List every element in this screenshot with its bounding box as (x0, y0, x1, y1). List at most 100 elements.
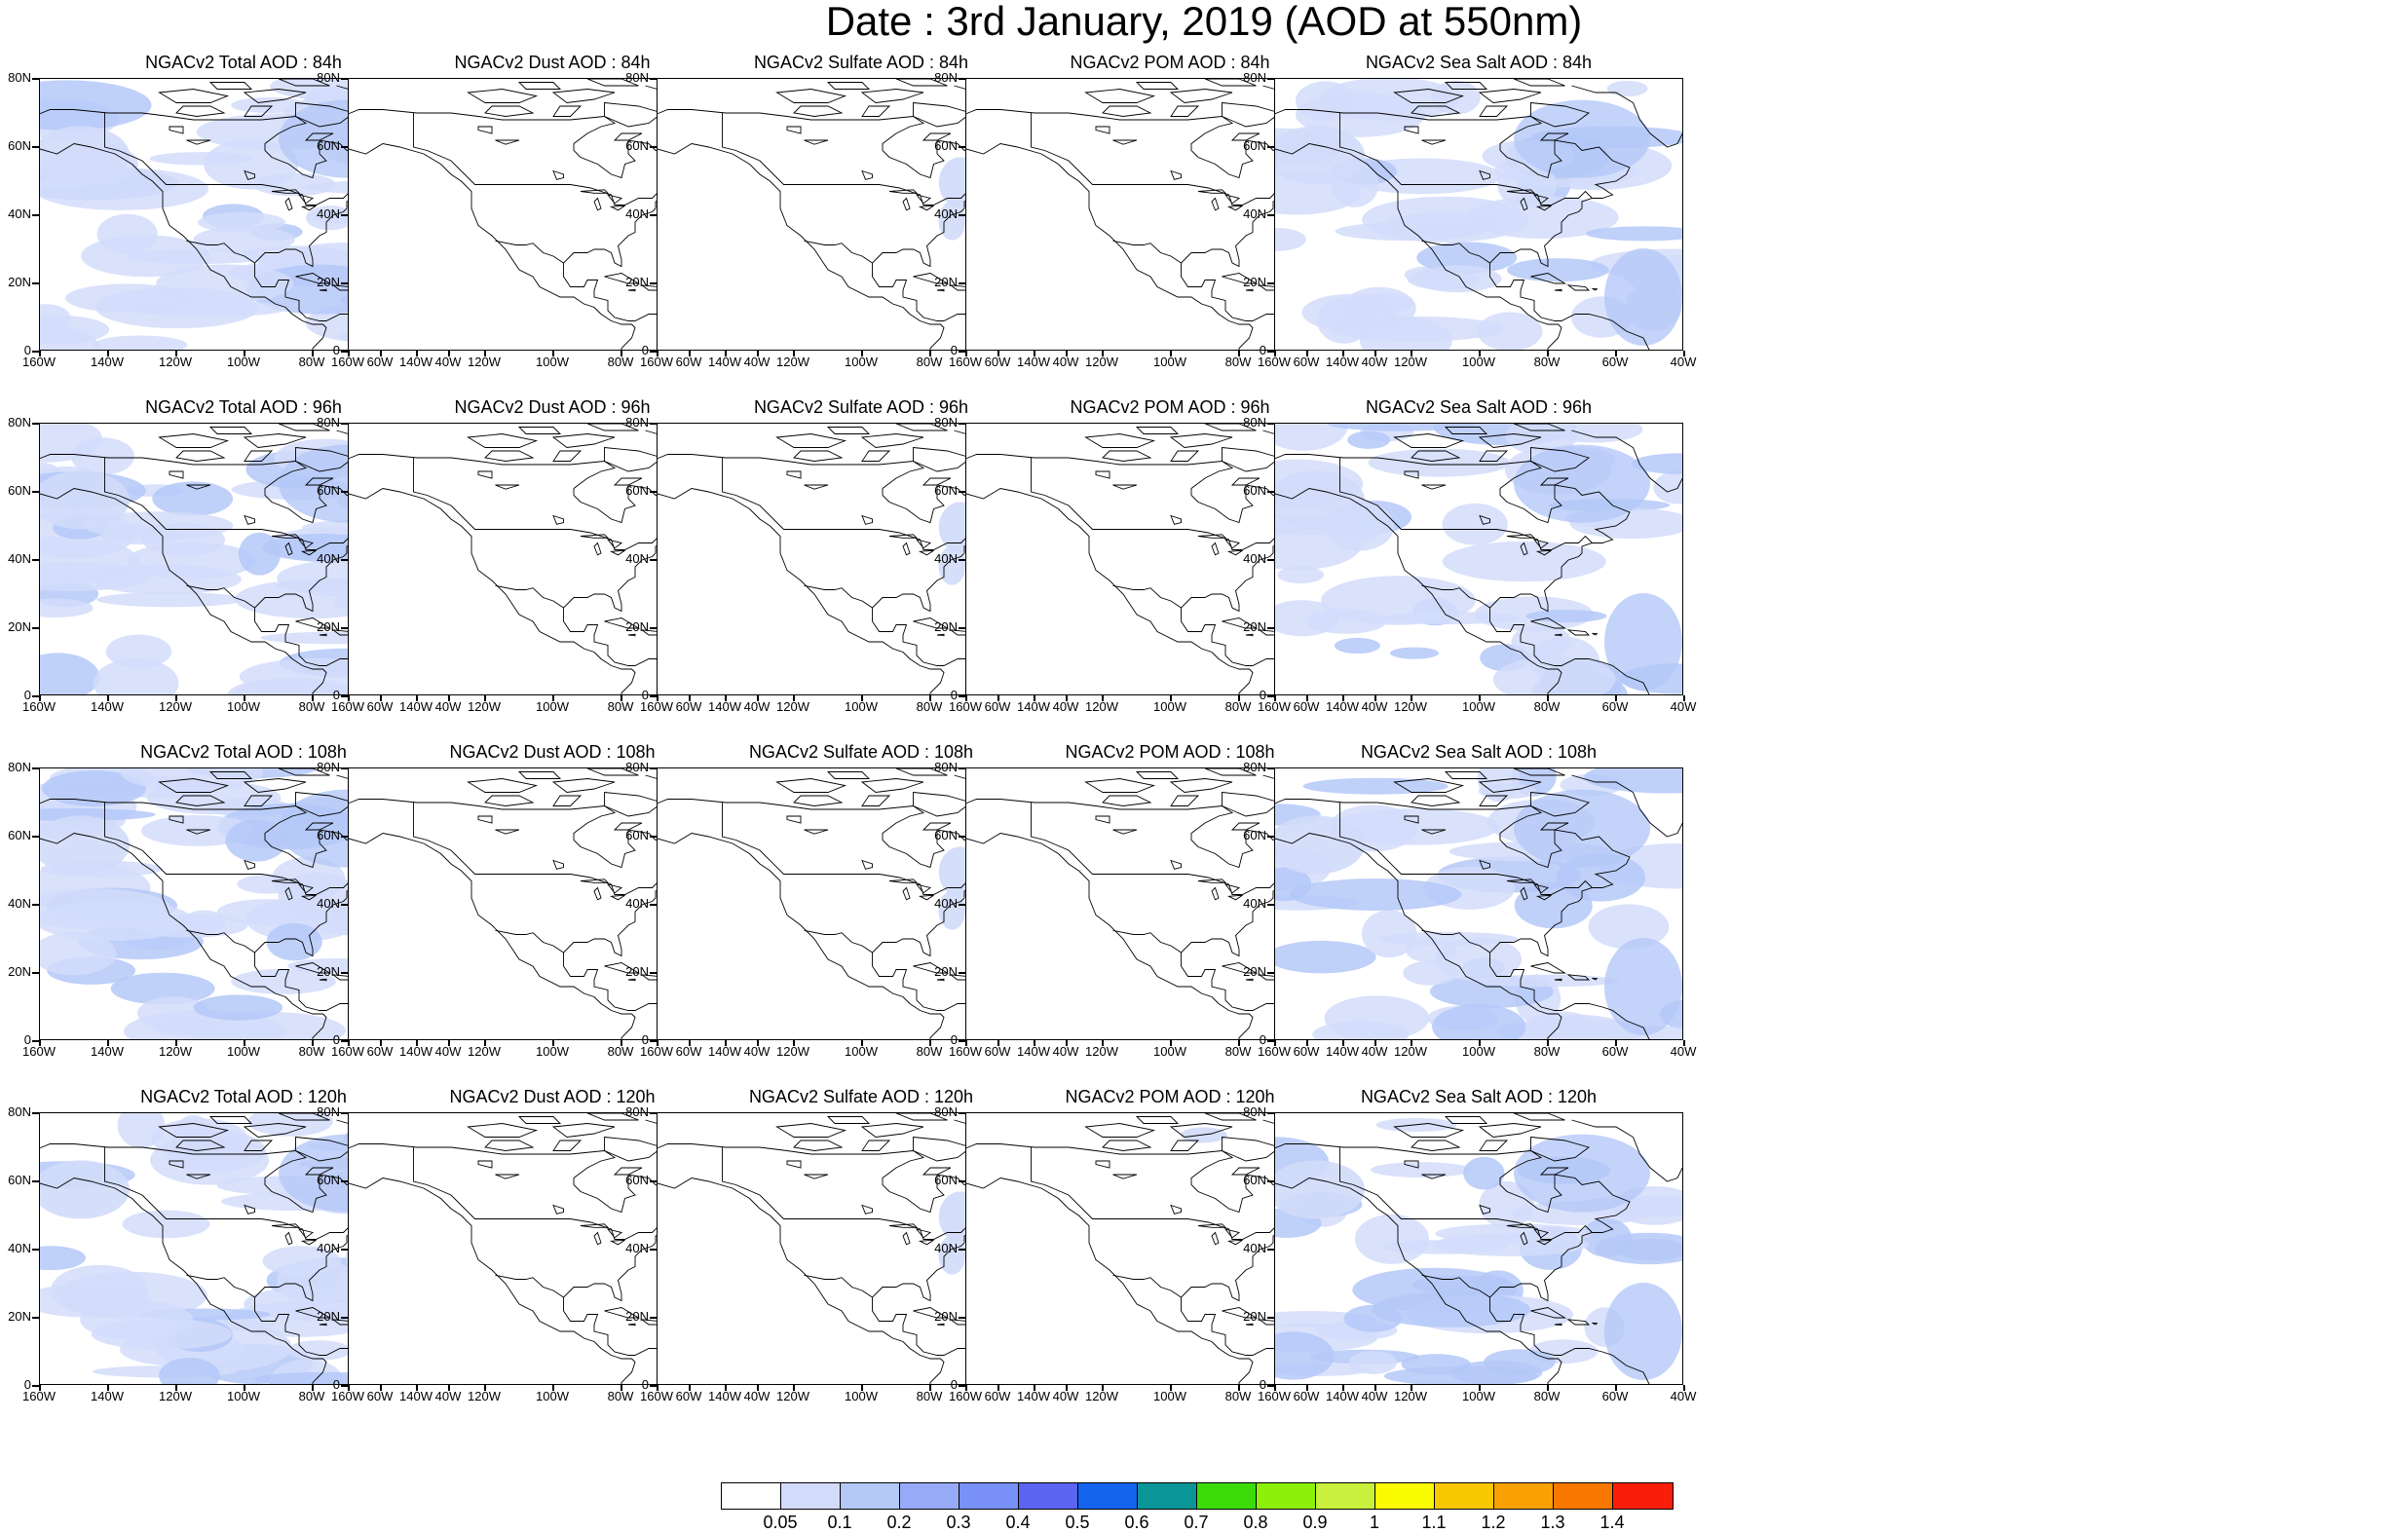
caribbean-island (1554, 978, 1562, 982)
aod-field-patch (40, 537, 140, 585)
caribbean-island (319, 288, 327, 292)
lat-tick-label: 80N (1243, 760, 1266, 774)
lake-outline (786, 1160, 802, 1169)
lat-tick (650, 146, 657, 148)
lon-tick-label: 160W (22, 355, 56, 369)
lake-outline (1404, 470, 1419, 479)
aod-field-patch (938, 890, 966, 930)
arctic-island (304, 477, 334, 486)
arctic-island (1135, 771, 1180, 779)
colorbar-swatch (1435, 1483, 1494, 1509)
lon-tick (448, 695, 450, 701)
lon-tick-label: 140W (1017, 699, 1050, 714)
lat-tick (341, 282, 348, 284)
lat-tick (341, 1040, 348, 1042)
arctic-island (467, 778, 539, 793)
aod-field-patch (238, 532, 282, 576)
arctic-island (467, 433, 539, 448)
lon-tick (1615, 351, 1617, 356)
lake-outline (593, 886, 602, 901)
aod-field-patch (80, 1300, 194, 1340)
lake-outline (1211, 886, 1220, 901)
lat-tick (959, 351, 965, 353)
lon-tick-label: 80W (607, 1389, 634, 1403)
arctic-island (1084, 89, 1156, 103)
arctic-island (895, 768, 948, 776)
aod-field-patch (40, 1160, 130, 1219)
lon-tick (1547, 1385, 1549, 1391)
lat-tick-label: 40N (625, 896, 649, 911)
lake-outline (1226, 894, 1243, 901)
lake-outline (495, 829, 520, 835)
lat-tick (1267, 695, 1274, 697)
lat-tick-label: 60N (8, 828, 31, 842)
lon-tick (997, 1385, 999, 1391)
arctic-island (278, 79, 330, 87)
lat-tick (650, 351, 657, 353)
lat-tick-label: 0 (1259, 1377, 1266, 1392)
lat-tick (32, 351, 39, 353)
lake-outline (1095, 126, 1110, 134)
lon-tick-label: 140W (91, 1044, 124, 1059)
lon-tick-label: 120W (468, 1044, 501, 1059)
lon-tick (416, 1385, 418, 1391)
arctic-island (158, 778, 230, 793)
lon-tick-label: 40W (743, 1389, 771, 1403)
lat-tick (959, 972, 965, 974)
aod-field-patch (197, 211, 286, 233)
lon-tick (1479, 695, 1481, 701)
greenland-coast (1571, 430, 1682, 493)
arctic-island (1102, 450, 1152, 462)
arctic-island (1102, 1140, 1152, 1151)
lon-tick (484, 695, 486, 701)
lon-tick (448, 351, 450, 356)
lat-tick (1267, 423, 1274, 425)
us-mexico-border (1421, 240, 1490, 264)
lake-outline (284, 197, 293, 211)
map-panel: NGACv2 Sea Salt AOD : 108h 80N 60N 40N 20N 0 1… (1235, 742, 1703, 1101)
lat-tick (32, 767, 39, 769)
lake-outline (786, 815, 802, 824)
lon-tick-label: 140W (1326, 1389, 1359, 1403)
arctic-island (586, 1113, 639, 1121)
lon-tick-label: 160W (1258, 699, 1291, 714)
lon-tick-label: 40W (743, 1044, 771, 1059)
lon-tick-label: 100W (536, 699, 569, 714)
coastline-west (40, 1178, 327, 1384)
lat-tick-label: 80N (1243, 415, 1266, 430)
lat-tick-label: 80N (625, 70, 649, 85)
lat-tick-label: 0 (1259, 343, 1266, 357)
caribbean-island (1592, 977, 1599, 981)
arctic-island (613, 1167, 643, 1176)
lat-tick (32, 282, 39, 284)
panel-title: NGACv2 Dust AOD : 108h (449, 742, 656, 762)
colorbar-label: 0.7 (1184, 1513, 1209, 1532)
arctic-island (793, 450, 844, 462)
aod-field-patch (130, 300, 288, 318)
lake-outline (1532, 1228, 1550, 1239)
lake-outline (915, 1228, 932, 1239)
lake-outline (1112, 1174, 1138, 1179)
aod-field-patch (40, 653, 100, 694)
lon-tick-label: 60W (366, 699, 394, 714)
lon-tick-label: 160W (640, 699, 673, 714)
lat-tick (341, 904, 348, 906)
lon-tick (348, 351, 350, 356)
lat-tick-label: 80N (934, 760, 958, 774)
lon-tick (312, 695, 314, 701)
lon-tick (1238, 1040, 1240, 1046)
colorbar-label: 1.1 (1421, 1513, 1447, 1532)
lake-outline (1404, 815, 1419, 824)
aod-field-patch (81, 235, 211, 278)
aod-field-patch (262, 1246, 341, 1277)
aod-field-patch (1477, 312, 1543, 350)
colorbar-swatch (1316, 1483, 1375, 1509)
aod-field-patch (1275, 1331, 1335, 1380)
lon-tick (1170, 351, 1172, 356)
lat-tick (959, 1385, 965, 1387)
coastline-east (1275, 454, 1650, 694)
caribbean-island (1222, 273, 1259, 284)
lat-tick-label: 20N (317, 964, 340, 979)
lat-tick (1267, 627, 1274, 629)
caribbean-island (627, 633, 636, 637)
